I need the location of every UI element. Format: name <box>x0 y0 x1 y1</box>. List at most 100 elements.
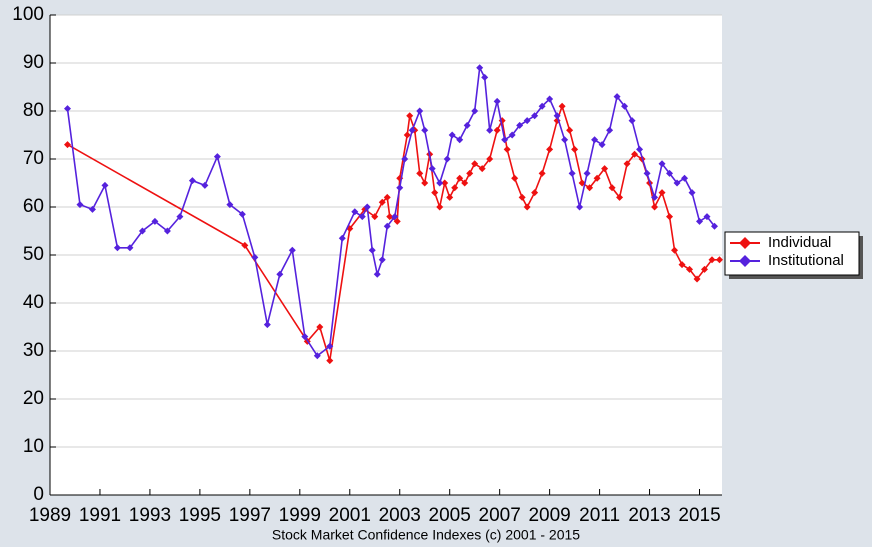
data-point <box>501 136 509 144</box>
y-tick-label: 10 <box>23 436 44 457</box>
x-axis-label: Stock Market Confidence Indexes (c) 2001… <box>272 527 580 543</box>
x-tick-label: 2013 <box>628 505 670 526</box>
data-point <box>673 179 681 187</box>
data-point <box>651 193 659 201</box>
data-point <box>368 246 376 254</box>
y-tick-label: 0 <box>33 484 44 505</box>
x-tick-label: 2005 <box>429 505 471 526</box>
data-point <box>238 210 246 218</box>
data-point <box>481 73 489 81</box>
data-point <box>658 189 666 197</box>
data-point <box>466 169 474 177</box>
data-point <box>681 174 689 182</box>
legend-label: Institutional <box>768 252 844 269</box>
data-point <box>571 145 579 153</box>
data-point <box>566 126 574 134</box>
data-point <box>358 213 366 221</box>
data-point <box>88 205 96 213</box>
data-point <box>486 126 494 134</box>
data-point <box>523 203 531 211</box>
data-point <box>666 169 674 177</box>
data-point <box>408 126 416 134</box>
data-point <box>428 165 436 173</box>
data-point <box>561 136 569 144</box>
data-point <box>383 193 391 201</box>
legend-marker <box>739 255 751 267</box>
data-point <box>701 265 709 273</box>
data-point <box>478 165 486 173</box>
x-tick-label: 2009 <box>528 505 570 526</box>
data-point <box>316 323 324 331</box>
data-point <box>666 213 674 221</box>
data-point <box>126 244 134 252</box>
data-point <box>608 184 616 192</box>
data-point <box>593 174 601 182</box>
data-point <box>471 107 479 115</box>
data-point <box>401 155 409 163</box>
data-point <box>201 181 209 189</box>
data-point <box>421 179 429 187</box>
data-point <box>523 117 531 125</box>
data-point <box>703 213 711 221</box>
y-tick-label: 20 <box>23 388 44 409</box>
legend-box <box>724 231 860 276</box>
data-point <box>326 357 334 365</box>
data-point <box>708 256 716 264</box>
data-point <box>441 179 449 187</box>
data-point <box>516 121 524 129</box>
data-point <box>688 189 696 197</box>
data-point <box>371 213 379 221</box>
data-point <box>558 102 566 110</box>
data-point <box>241 241 249 249</box>
x-tick-label: 1999 <box>279 505 321 526</box>
data-point <box>378 256 386 264</box>
data-point <box>583 169 591 177</box>
x-tick-label: 1997 <box>229 505 271 526</box>
data-point <box>176 213 184 221</box>
x-tick-label: 1991 <box>79 505 121 526</box>
y-tick-label: 50 <box>23 244 44 265</box>
y-tick-label: 100 <box>12 4 44 25</box>
data-point <box>188 177 196 185</box>
x-tick-label: 1993 <box>129 505 171 526</box>
x-tick-label: 2015 <box>678 505 720 526</box>
data-point <box>446 193 454 201</box>
legend-label: Individual <box>768 234 831 251</box>
data-point <box>451 184 459 192</box>
data-point <box>686 265 694 273</box>
x-tick-label: 1989 <box>29 505 71 526</box>
data-point <box>598 141 606 149</box>
data-point <box>636 145 644 153</box>
data-point <box>226 201 234 209</box>
data-point <box>448 131 456 139</box>
data-point <box>511 174 519 182</box>
data-point <box>546 95 554 103</box>
data-point <box>538 169 546 177</box>
data-point <box>616 193 624 201</box>
data-point <box>406 112 414 120</box>
legend-marker <box>739 237 751 249</box>
data-point <box>383 222 391 230</box>
data-point <box>493 97 501 105</box>
data-point <box>436 179 444 187</box>
data-point <box>613 93 621 101</box>
data-point <box>386 213 394 221</box>
data-point <box>163 227 171 235</box>
data-point <box>503 145 511 153</box>
data-point <box>151 217 159 225</box>
data-point <box>251 253 259 261</box>
data-point <box>456 174 464 182</box>
data-point <box>716 256 724 264</box>
data-point <box>393 217 401 225</box>
data-point <box>326 342 334 350</box>
data-point <box>276 270 284 278</box>
data-point <box>651 203 659 211</box>
data-point <box>606 126 614 134</box>
data-point <box>351 208 359 216</box>
data-point <box>696 217 704 225</box>
data-point <box>623 160 631 168</box>
data-point <box>678 261 686 269</box>
data-point <box>461 179 469 187</box>
